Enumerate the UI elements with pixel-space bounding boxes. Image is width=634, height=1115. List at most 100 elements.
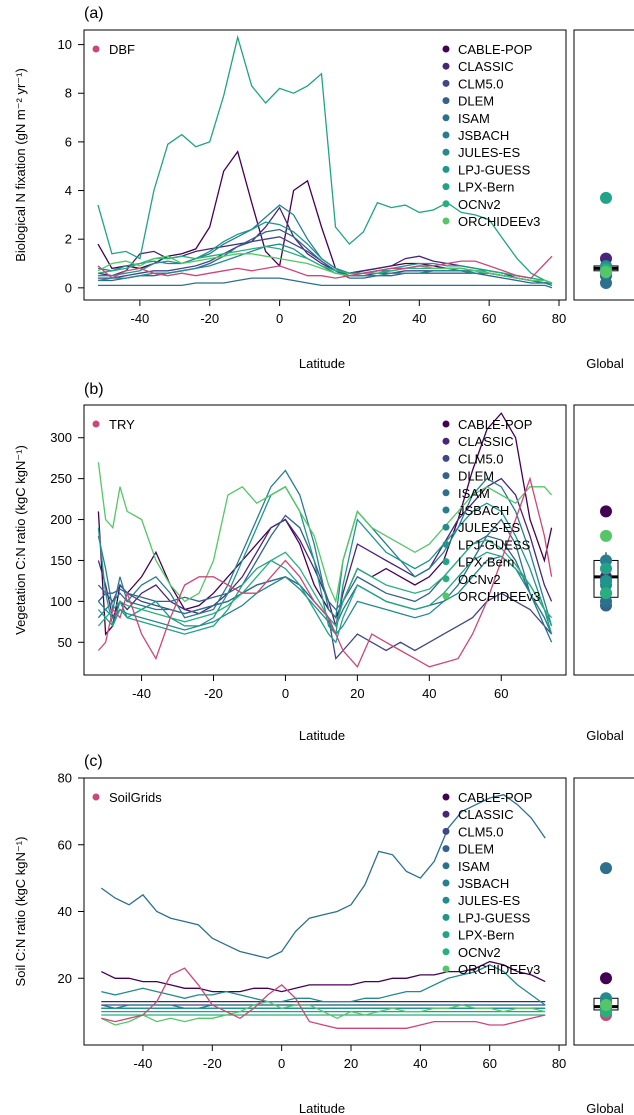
y-tick-label: 6 [65, 134, 72, 149]
series-line-jules-es [97, 243, 553, 287]
global-point-orchideev3 [600, 266, 612, 279]
global-frame [573, 404, 634, 676]
x-tick-label: 60 [482, 1056, 496, 1071]
series-line-cable-pop [101, 960, 546, 993]
legend-marker [442, 827, 450, 835]
series-line-orchideev3 [97, 253, 553, 284]
global-label: Global [586, 356, 624, 371]
x-tick-label: 40 [413, 1056, 427, 1071]
obs-legend-marker [92, 45, 100, 53]
x-tick-label: -20 [204, 686, 223, 701]
global-point-isam [600, 276, 612, 289]
legend-marker [442, 420, 450, 428]
legend-label: JSBACH [458, 503, 509, 518]
global-label: Global [586, 1101, 624, 1115]
legend-label: CLASSIC [458, 59, 514, 74]
y-tick-label: 10 [58, 37, 72, 52]
plot-frame [83, 29, 567, 301]
legend-label: JULES-ES [458, 520, 520, 535]
y-tick-label: 0 [65, 280, 72, 295]
obs-line [101, 967, 546, 1029]
series-line-lpx-bern [97, 34, 553, 284]
legend-label: CABLE-POP [458, 790, 532, 805]
legend-marker [442, 131, 450, 139]
x-tick-label: 20 [344, 1056, 358, 1071]
obs-legend-label: SoilGrids [109, 790, 162, 805]
legend-label: CLASSIC [458, 434, 514, 449]
legend-marker [442, 217, 450, 225]
legend-label: DLEM [458, 469, 494, 484]
x-tick-label: -20 [200, 311, 219, 326]
series-line-classic [97, 477, 553, 627]
global-point-lpx-bern [600, 191, 612, 204]
obs-legend-marker [92, 420, 100, 428]
plot-frame [83, 404, 567, 676]
global-frame [573, 777, 634, 1046]
global-point-orchideev3 [600, 529, 612, 542]
series-line-orchideev3 [97, 462, 553, 604]
x-tick-label: -40 [132, 686, 151, 701]
panel-label: (a) [84, 5, 104, 22]
legend-marker [442, 575, 450, 583]
x-tick-label: 0 [282, 686, 289, 701]
y-tick-label: 2 [65, 232, 72, 247]
legend-marker [442, 454, 450, 462]
global-point-isam [600, 862, 612, 875]
legend-label: ORCHIDEEv3 [458, 962, 540, 977]
legend-marker [442, 540, 450, 548]
legend-marker [442, 437, 450, 445]
x-tick-label: 80 [552, 1056, 566, 1071]
x-tick-label: 40 [422, 686, 436, 701]
series-line-ocnv2 [97, 245, 553, 284]
legend-label: DLEM [458, 842, 494, 857]
legend-label: CABLE-POP [458, 417, 532, 432]
y-tick-label: 80 [58, 771, 72, 786]
y-tick-label: 40 [58, 904, 72, 919]
legend-marker [442, 114, 450, 122]
legend-label: ORCHIDEEv3 [458, 214, 540, 229]
panel-label: (b) [84, 381, 104, 398]
legend-label: LPX-Bern [458, 928, 514, 943]
legend-label: CABLE-POP [458, 42, 532, 57]
series-lines [97, 412, 553, 668]
series-line-jules-es [97, 555, 553, 636]
legend-label: JULES-ES [458, 893, 520, 908]
legend-label: LPJ-GUESS [458, 910, 531, 925]
y-tick-label: 300 [50, 430, 72, 445]
legend-marker [442, 489, 450, 497]
obs-line [97, 476, 553, 668]
y-tick-label: 150 [50, 553, 72, 568]
legend-label: OCNv2 [458, 197, 501, 212]
legend-marker [442, 793, 450, 801]
series-line-jsbach [101, 1004, 546, 1009]
legend-marker [442, 913, 450, 921]
global-point-orchideev3 [600, 998, 612, 1011]
x-tick-label: -20 [203, 1056, 222, 1071]
x-tick-label: 60 [482, 311, 496, 326]
legend-marker [442, 62, 450, 70]
x-axis-label: Latitude [299, 356, 345, 371]
legend-marker [442, 523, 450, 531]
panel-a: (a) -40 -20 0 20 40 60 80 0 2 4 6 8 10 Latitude Global B… [13, 5, 634, 371]
global-label: Global [586, 728, 624, 743]
legend-marker [442, 592, 450, 600]
series-line-jsbach [97, 469, 553, 627]
y-axis-label: Soil C:N ratio (kgC kgN⁻¹) [13, 837, 28, 987]
series-line-lpx-bern [97, 551, 553, 644]
obs-legend-marker [92, 793, 100, 801]
panel-label: (c) [84, 753, 103, 770]
series-line-cable-pop [97, 412, 553, 636]
legend-label: JULES-ES [458, 145, 520, 160]
x-tick-label: -40 [134, 1056, 153, 1071]
x-tick-label: 40 [412, 311, 426, 326]
legend-marker [442, 148, 450, 156]
legend-marker [442, 810, 450, 818]
global-point-cable-pop [600, 972, 612, 985]
y-tick-label: 100 [50, 594, 72, 609]
legend-marker [442, 948, 450, 956]
x-tick-label: -40 [130, 311, 149, 326]
legend-marker [442, 97, 450, 105]
global-point-lpj-guess [600, 574, 612, 587]
y-tick-label: 4 [65, 183, 72, 198]
